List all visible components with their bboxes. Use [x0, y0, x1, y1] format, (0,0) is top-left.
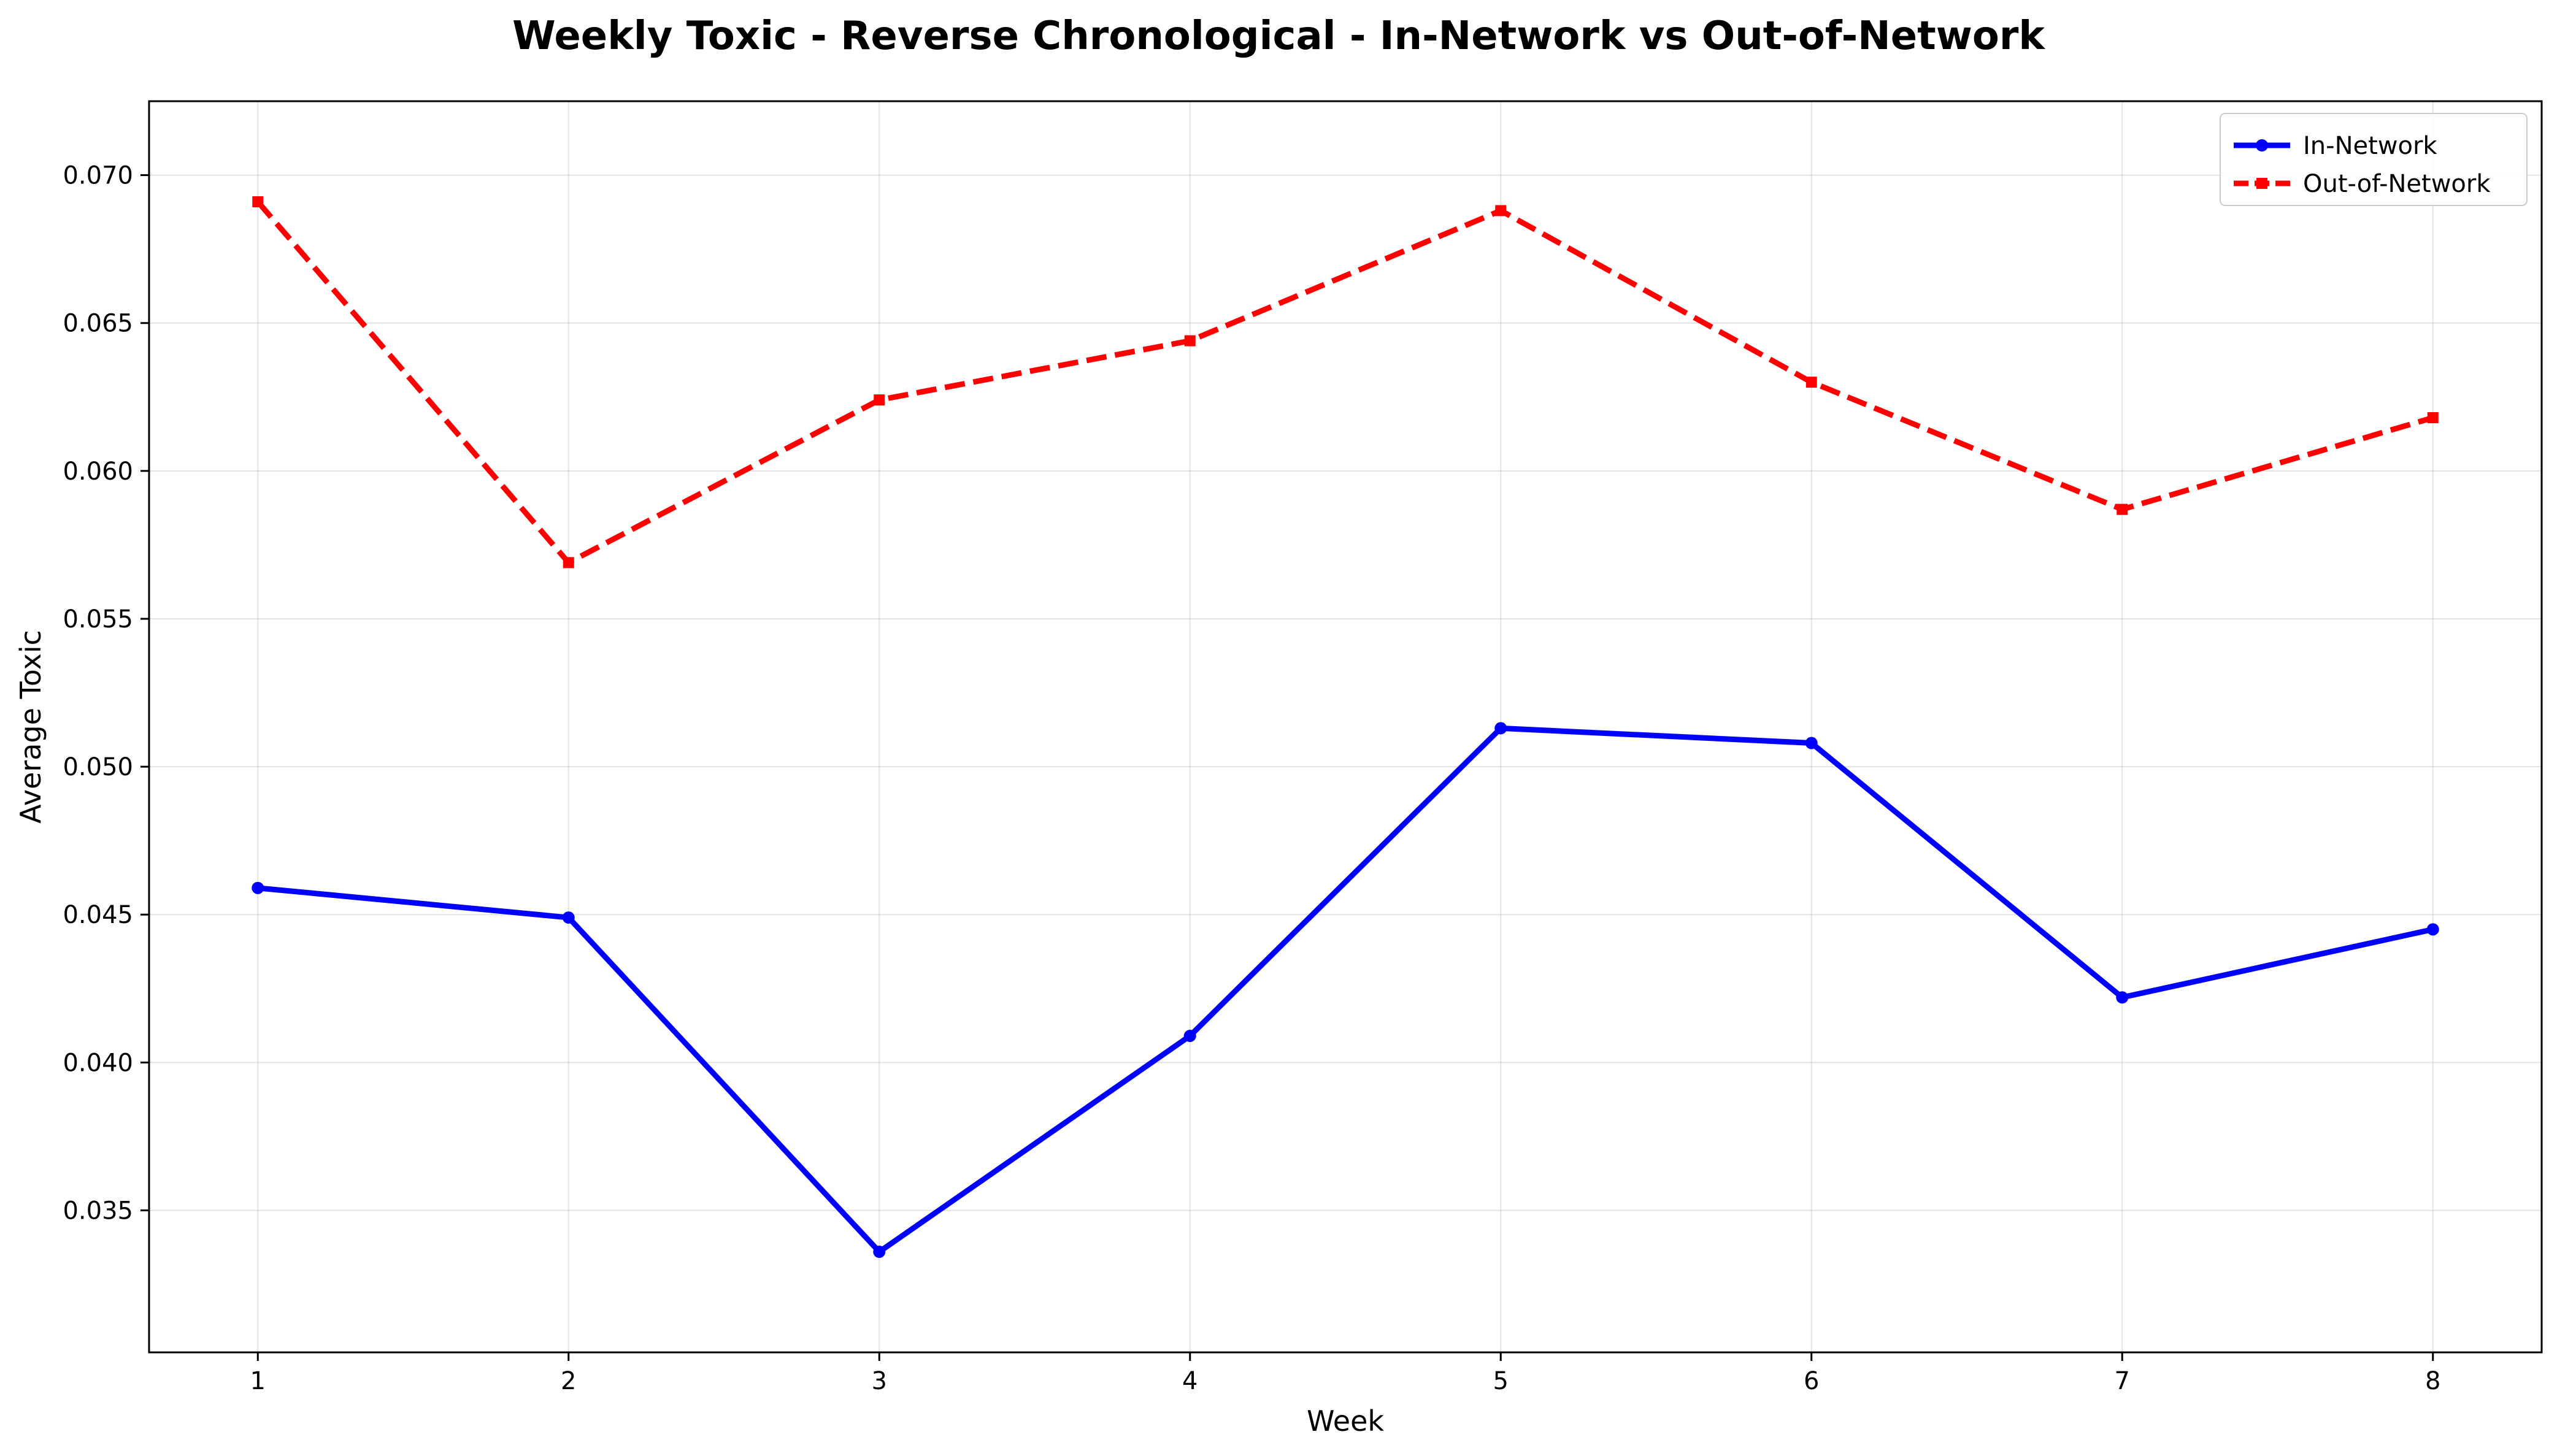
legend-item: Out-of-Network — [2234, 170, 2491, 198]
y-axis-ticks: 0.035 0.040 0.045 0.050 0.055 0.060 0.065 0.070 — [63, 162, 149, 1225]
legend-marker — [2256, 178, 2267, 189]
data-point — [2117, 504, 2128, 515]
legend: In-Network Out-of-Network — [2220, 113, 2528, 206]
legend-label: In-Network — [2303, 132, 2437, 160]
data-point — [1495, 205, 1507, 216]
series-out-of-network — [252, 196, 2439, 569]
x-axis-label: Week — [1307, 1404, 1384, 1438]
data-point — [2116, 991, 2129, 1004]
y-axis-label: Average Toxic — [14, 630, 47, 824]
x-tick-label: 1 — [250, 1367, 266, 1395]
y-tick-label: 0.050 — [63, 753, 133, 781]
legend-marker — [2256, 139, 2268, 151]
data-point — [2427, 412, 2439, 424]
x-axis-ticks: 1 2 3 4 5 6 7 8 — [250, 1352, 2440, 1395]
x-tick-label: 8 — [2425, 1367, 2440, 1395]
chart-title: Weekly Toxic - Reverse Chronological - I… — [512, 13, 2045, 59]
y-tick-label: 0.070 — [63, 162, 133, 190]
data-point — [252, 196, 264, 207]
plot-frame — [148, 100, 2543, 1354]
y-tick-label: 0.055 — [63, 605, 133, 634]
legend-box — [2220, 113, 2528, 206]
y-tick-label: 0.035 — [63, 1197, 133, 1225]
data-point — [1184, 335, 1196, 347]
data-point — [874, 394, 885, 406]
data-point — [252, 881, 264, 894]
series-lines — [252, 196, 2439, 1259]
y-tick-label: 0.060 — [63, 458, 133, 486]
data-point — [1183, 1029, 1196, 1042]
x-tick-label: 7 — [2115, 1367, 2130, 1395]
legend-item: In-Network — [2234, 132, 2437, 160]
data-point — [1494, 722, 1507, 735]
y-tick-label: 0.065 — [63, 310, 133, 338]
y-tick-label: 0.045 — [63, 901, 133, 929]
grid-lines — [149, 101, 2542, 1352]
data-point — [873, 1246, 886, 1259]
data-point — [2426, 923, 2439, 936]
data-point — [563, 557, 574, 569]
series-line-out-of-network — [255, 200, 2434, 565]
x-tick-label: 5 — [1493, 1367, 1509, 1395]
data-point — [1805, 737, 1818, 749]
series-in-network — [252, 722, 2439, 1259]
legend-label: Out-of-Network — [2303, 170, 2491, 198]
x-tick-label: 4 — [1182, 1367, 1198, 1395]
data-point — [1805, 377, 1817, 388]
x-tick-label: 6 — [1804, 1367, 1819, 1395]
series-line-in-network — [257, 725, 2434, 1255]
data-point — [562, 911, 575, 924]
x-tick-label: 2 — [561, 1367, 576, 1395]
y-tick-label: 0.040 — [63, 1049, 133, 1077]
x-tick-label: 3 — [872, 1367, 887, 1395]
